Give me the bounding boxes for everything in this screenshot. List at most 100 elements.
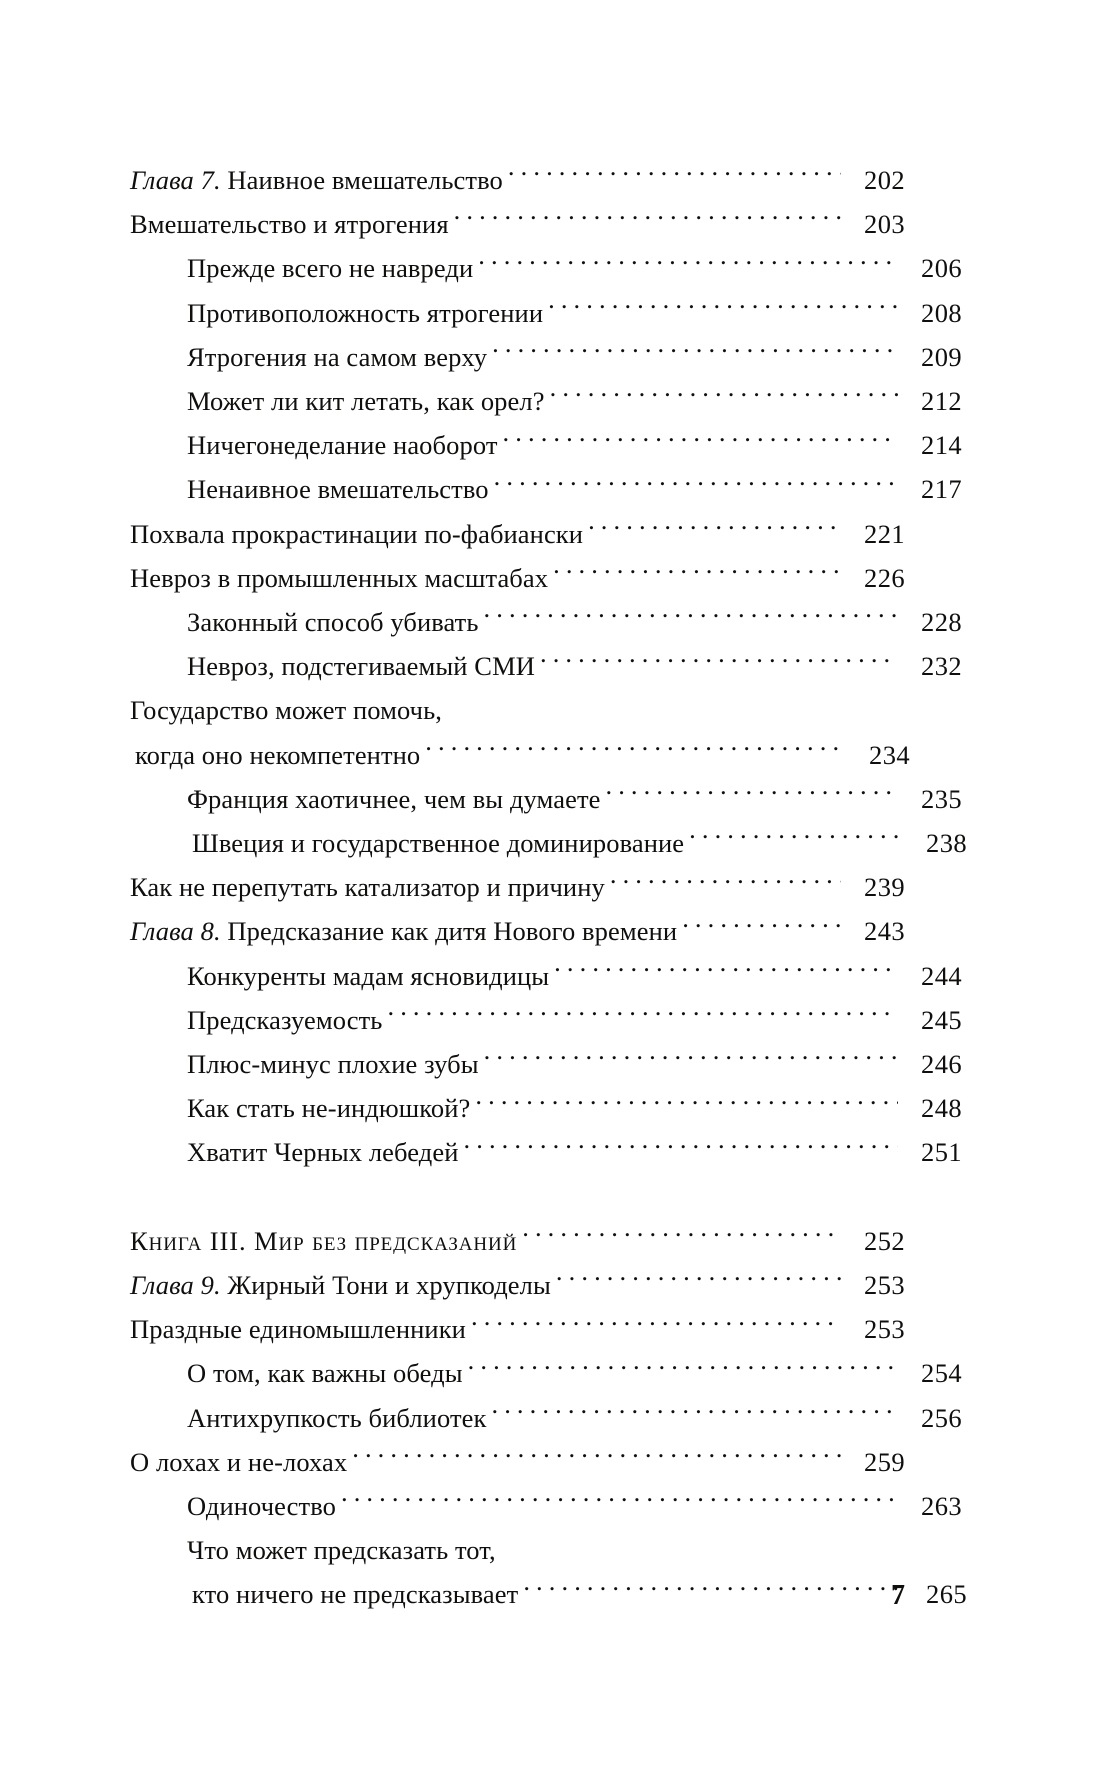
toc-entry[interactable]: Как стать не-индюшкой? 248 <box>130 1086 962 1130</box>
toc-entry-title: Глава 7. Наивное вмешательство <box>130 158 503 202</box>
toc-page-number: 234 <box>869 739 910 770</box>
dot-leader <box>550 384 898 411</box>
toc-entry-text: Наивное вмешательство <box>220 165 503 195</box>
toc-entry[interactable]: Швеция и государственное доминирование 23… <box>130 821 967 865</box>
toc-entry-title: Невроз в промышленных масштабах <box>130 562 549 593</box>
toc-entry[interactable]: Плюс-минус плохие зубы 246 <box>130 1042 962 1086</box>
toc-entry-wrapped-line[interactable]: когда оно некомпетентно 234 <box>130 733 910 777</box>
toc-page-number: 226 <box>864 562 905 593</box>
dot-leader <box>491 1400 898 1427</box>
toc-page-number: 228 <box>921 607 962 638</box>
toc-entry-title: Глава 9. Жирный Тони и хрупкоделы <box>130 1263 551 1307</box>
dot-leader <box>496 1533 900 1560</box>
dot-leader <box>425 737 846 764</box>
toc-entry-text: Жирный Тони и хрупкоделы <box>220 1270 551 1301</box>
toc-entry[interactable]: О том, как важны обеды 254 <box>130 1351 962 1395</box>
toc-page-number: 238 <box>926 828 967 859</box>
toc-entry-title: Швеция и государственное доминирование <box>192 828 685 859</box>
toc-entry[interactable]: Антихрупкость библиотек 256 <box>130 1396 962 1440</box>
toc-entry[interactable]: Предсказуемость 245 <box>130 998 962 1042</box>
toc-entry-title: Прежде всего не навреди <box>187 253 474 284</box>
dot-leader <box>522 1223 841 1250</box>
toc-entry-title: Ничегонеделание наоборот <box>187 430 498 461</box>
toc-entry[interactable]: Праздные единомышленники 253 <box>130 1307 905 1351</box>
toc-page-number: 248 <box>921 1093 962 1124</box>
dot-leader <box>464 1135 899 1162</box>
dot-leader <box>548 295 898 322</box>
toc-entry-title: Франция хаотичнее, чем вы думаете <box>187 783 601 814</box>
toc-entry[interactable]: Конкуренты мадам ясновидицы 244 <box>130 954 962 998</box>
dot-leader <box>523 1577 903 1604</box>
toc-page-number: 214 <box>921 430 962 461</box>
toc-entry[interactable]: Прежде всего не навреди 206 <box>130 246 962 290</box>
toc-entry-title: Невроз, подстегиваемый СМИ <box>187 651 535 682</box>
toc-entry-title: Что может предсказать тот, <box>187 1535 496 1566</box>
toc-entry-title: Ненаивное вмешательство <box>187 474 489 505</box>
toc-entry-title: Вмешательство и ятрогения <box>130 209 449 240</box>
dot-leader <box>484 605 898 632</box>
toc-entry[interactable]: Глава 9. Жирный Тони и хрупкоделы 253 <box>130 1263 905 1307</box>
toc-entry[interactable]: Может ли кит летать, как орел? 212 <box>130 379 962 423</box>
dot-leader <box>540 649 898 676</box>
dot-leader <box>689 826 903 853</box>
toc-entry-title: Похвала прокрастинации по-фабиански <box>130 518 584 549</box>
toc-entry-title: Ятрогения на самом верху <box>187 341 488 372</box>
toc-entry-title: Предсказуемость <box>187 1004 383 1035</box>
toc-entry[interactable]: Законный способ убивать 228 <box>130 600 962 644</box>
dot-leader <box>554 958 898 985</box>
dot-leader <box>341 1489 898 1516</box>
toc-entry-title: Противоположность ятрогении <box>187 297 544 328</box>
toc-page-number: 251 <box>921 1137 962 1168</box>
toc-entry-title: Глава 8. Предсказание как дитя Нового вр… <box>130 909 677 953</box>
toc-entry-title: Как стать не-индюшкой? <box>187 1093 471 1124</box>
toc-entry-title: Может ли кит летать, как орел? <box>187 386 545 417</box>
toc-page-number: 221 <box>864 518 905 549</box>
toc-entry-title: Книга III. Мир без предсказаний <box>130 1225 518 1256</box>
toc-entry-wrapped-line[interactable]: Что может предсказать тот, <box>130 1528 962 1572</box>
dot-leader <box>494 472 898 499</box>
toc-entry-text: Предсказание как дитя Нового времени <box>220 916 678 947</box>
toc-page-number: 253 <box>864 1314 905 1345</box>
toc-entry-title: Одиночество <box>187 1491 336 1522</box>
dot-leader <box>492 339 898 366</box>
toc-entry[interactable]: Ничегонеделание наоборот 214 <box>130 423 962 467</box>
toc-page-number: 245 <box>921 1004 962 1035</box>
toc-entry-title: кто ничего не предсказывает <box>192 1579 519 1610</box>
toc-page-number: 239 <box>864 872 905 903</box>
toc-entry[interactable]: Хватит Черных лебедей 251 <box>130 1130 962 1174</box>
toc-book-heading[interactable]: Книга III. Мир без предсказаний 252 <box>130 1219 905 1263</box>
toc-entry-wrapped-line[interactable]: кто ничего не предсказывает 265 <box>130 1572 967 1616</box>
dot-leader <box>471 1312 841 1339</box>
toc-entry[interactable]: Противоположность ятрогении 208 <box>130 291 962 335</box>
toc-page-number: 212 <box>921 386 962 417</box>
toc-entry[interactable]: Глава 8. Предсказание как дитя Нового вр… <box>130 909 905 953</box>
toc-entry[interactable]: Франция хаотичнее, чем вы думаете 235 <box>130 777 962 821</box>
toc-page-number: 209 <box>921 341 962 372</box>
toc-entry[interactable]: Глава 7. Наивное вмешательство 202 <box>130 158 905 202</box>
dot-leader <box>468 1356 898 1383</box>
toc-entry[interactable]: Невроз в промышленных масштабах 226 <box>130 556 905 600</box>
toc-entry[interactable]: Вмешательство и ятрогения 203 <box>130 202 905 246</box>
toc-entry-title: Конкуренты мадам ясновидицы <box>187 960 550 991</box>
toc-page-number: 252 <box>864 1225 905 1256</box>
toc-entry[interactable]: О лохах и не-лохах 259 <box>130 1440 905 1484</box>
toc-entry[interactable]: Невроз, подстегиваемый СМИ 232 <box>130 644 962 688</box>
chapter-label: Глава 9. <box>130 1270 221 1301</box>
toc-entry[interactable]: Похвала прокрастинации по-фабиански 221 <box>130 512 905 556</box>
toc-entry[interactable]: Ятрогения на самом верху 209 <box>130 335 962 379</box>
toc-page-number: 232 <box>921 651 962 682</box>
dot-leader <box>508 163 841 190</box>
toc-page-number: 203 <box>864 209 905 240</box>
dot-leader <box>588 516 841 543</box>
toc-entry-wrapped-line[interactable]: Государство может помочь, <box>130 688 905 732</box>
toc-page-number: 259 <box>864 1446 905 1477</box>
toc-entry[interactable]: Как не перепутать катализатор и причину 2… <box>130 865 905 909</box>
toc-entry[interactable]: Одиночество 263 <box>130 1484 962 1528</box>
toc-page-number: 263 <box>921 1491 962 1522</box>
table-of-contents: Глава 7. Наивное вмешательство 202 Вмешат… <box>130 158 967 1617</box>
toc-entry[interactable]: Ненаивное вмешательство 217 <box>130 467 962 511</box>
toc-entry-title: Государство может помочь, <box>130 695 443 726</box>
toc-page-number: 246 <box>921 1049 962 1080</box>
dot-leader <box>442 693 843 720</box>
